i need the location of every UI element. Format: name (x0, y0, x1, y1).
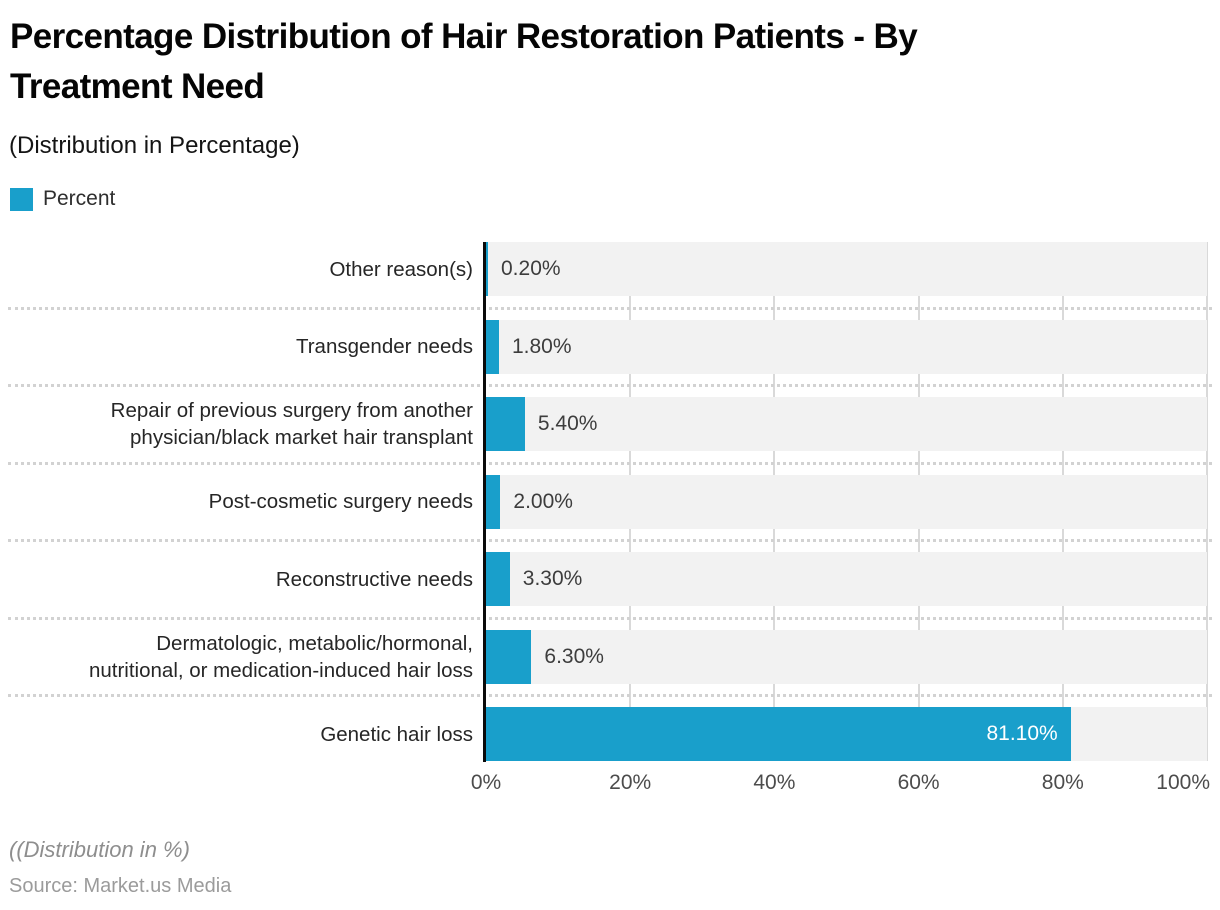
bar-track (486, 319, 1207, 374)
bar-value-label: 3.30% (522, 567, 583, 590)
legend-label: Percent (43, 187, 116, 210)
bar-track (486, 629, 1207, 684)
category-label-line: Genetic hair loss (320, 722, 473, 746)
bar (486, 319, 499, 374)
row-separator (8, 694, 1212, 697)
x-tick-label: 60% (897, 771, 940, 794)
x-gridline (1206, 242, 1208, 761)
bar (486, 629, 532, 684)
row-separator (8, 616, 1212, 620)
bar-track (486, 552, 1207, 606)
bar-value-label: 1.80% (511, 334, 572, 358)
bar-value-label: 0.20% (501, 257, 561, 280)
bar (486, 474, 501, 529)
chart-title: Percentage Distribution of Hair Restorat… (10, 12, 1200, 112)
bar-value-label: 81.10% (986, 722, 1058, 745)
bar (486, 707, 1071, 761)
category-label-line: Reconstructive needs (275, 567, 473, 591)
category-label: Dermatologic, metabolic/hormonal, nutriti… (23, 630, 473, 684)
row-separator (8, 461, 1212, 465)
category-label-line: Transgender needs (295, 335, 473, 358)
category-label: Post-cosmetic surgery needs (23, 475, 473, 529)
chart-source: Source: Market.us Media (9, 875, 232, 897)
x-tick-label: 40% (753, 771, 796, 794)
bar (486, 552, 510, 606)
category-label: Reconstructive needs (23, 552, 473, 606)
category-label: Other reason(s) (23, 242, 473, 296)
category-label: Genetic hair loss (23, 707, 473, 761)
category-label-line: Post-cosmetic surgery needs (208, 490, 473, 513)
bar-track (486, 242, 1207, 296)
x-tick-label: 80% (1041, 771, 1084, 794)
chart-title-line1: Percentage Distribution of Hair Restorat… (10, 17, 918, 56)
bar-value-label: 6.30% (544, 644, 604, 668)
bar-track (486, 397, 1207, 451)
chart-title-line2: Treatment Need (10, 67, 265, 106)
category-label: Repair of previous surgery from another p… (23, 397, 473, 451)
bar (486, 242, 488, 296)
category-label-line: Dermatologic, metabolic/hormonal, (156, 631, 473, 655)
category-label-line: physician/black market hair transplant (130, 426, 473, 449)
row-separator (8, 384, 1212, 387)
legend-swatch-icon (10, 187, 33, 211)
x-tick-label: 0% (470, 771, 502, 794)
row-separator (8, 539, 1212, 542)
category-label-line: Repair of previous surgery from another (110, 399, 473, 422)
category-label-line: nutritional, or medication-induced hair … (88, 658, 473, 682)
x-tick-label: 100% (1156, 771, 1210, 794)
bar (486, 397, 525, 451)
y-axis-line (483, 242, 486, 762)
x-tick-label: 20% (609, 771, 652, 794)
row-separator (8, 306, 1212, 310)
chart-footnote: ((Distribution in %) (9, 837, 190, 862)
legend: Percent (10, 187, 115, 211)
bar-value-label: 5.40% (537, 412, 598, 435)
bar-track (486, 474, 1207, 529)
bar-value-label: 2.00% (513, 489, 573, 513)
category-label-line: Other reason(s) (329, 257, 473, 281)
category-label: Transgender needs (23, 320, 473, 374)
chart-subtitle: (Distribution in Percentage) (9, 132, 300, 159)
